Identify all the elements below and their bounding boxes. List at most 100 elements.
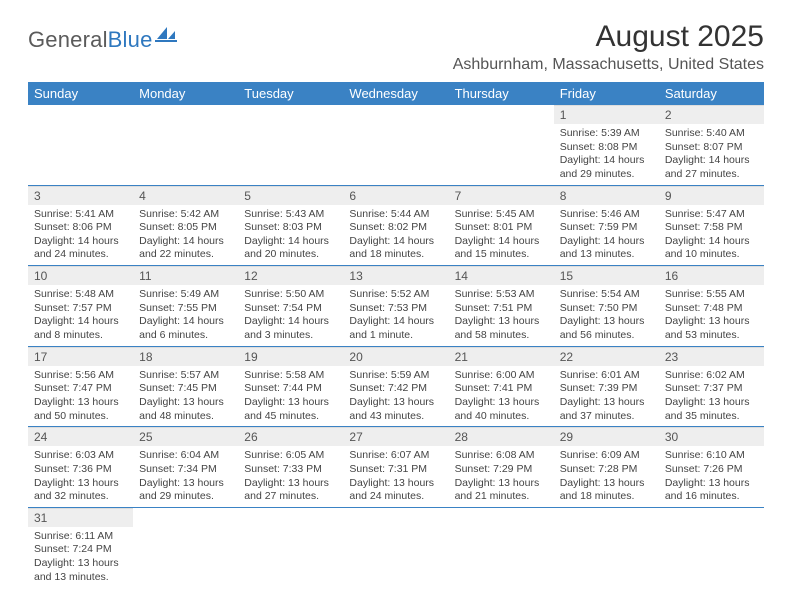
sunrise-line: Sunrise: 6:00 AM — [455, 369, 548, 383]
calendar-cell: 18Sunrise: 5:57 AMSunset: 7:45 PMDayligh… — [133, 346, 238, 427]
calendar-cell: 9Sunrise: 5:47 AMSunset: 7:58 PMDaylight… — [659, 185, 764, 266]
sunrise-line: Sunrise: 5:41 AM — [34, 208, 127, 222]
day-number: 8 — [554, 186, 659, 205]
sunset-line: Sunset: 7:26 PM — [665, 463, 758, 477]
day-details: Sunrise: 6:07 AMSunset: 7:31 PMDaylight:… — [343, 446, 448, 507]
sunset-line: Sunset: 7:55 PM — [139, 302, 232, 316]
weekday-header: Wednesday — [343, 82, 448, 105]
day-number: 2 — [659, 105, 764, 124]
sunrise-line: Sunrise: 5:54 AM — [560, 288, 653, 302]
day-details: Sunrise: 5:49 AMSunset: 7:55 PMDaylight:… — [133, 285, 238, 346]
calendar-week-row: 1Sunrise: 5:39 AMSunset: 8:08 PMDaylight… — [28, 105, 764, 185]
sunset-line: Sunset: 7:58 PM — [665, 221, 758, 235]
day-number: 25 — [133, 427, 238, 446]
daylight-line: Daylight: 13 hours and 45 minutes. — [244, 396, 337, 423]
day-details: Sunrise: 6:00 AMSunset: 7:41 PMDaylight:… — [449, 366, 554, 427]
sunset-line: Sunset: 7:31 PM — [349, 463, 442, 477]
sunrise-line: Sunrise: 5:52 AM — [349, 288, 442, 302]
calendar-cell: 1Sunrise: 5:39 AMSunset: 8:08 PMDaylight… — [554, 105, 659, 185]
day-number: 29 — [554, 427, 659, 446]
daylight-line: Daylight: 13 hours and 56 minutes. — [560, 315, 653, 342]
sunset-line: Sunset: 7:44 PM — [244, 382, 337, 396]
daylight-line: Daylight: 13 hours and 53 minutes. — [665, 315, 758, 342]
day-number: 28 — [449, 427, 554, 446]
day-details: Sunrise: 6:05 AMSunset: 7:33 PMDaylight:… — [238, 446, 343, 507]
sunset-line: Sunset: 7:36 PM — [34, 463, 127, 477]
calendar-body: 1Sunrise: 5:39 AMSunset: 8:08 PMDaylight… — [28, 105, 764, 587]
calendar-cell: 30Sunrise: 6:10 AMSunset: 7:26 PMDayligh… — [659, 427, 764, 508]
daylight-line: Daylight: 14 hours and 3 minutes. — [244, 315, 337, 342]
day-number: 19 — [238, 347, 343, 366]
calendar-cell: 21Sunrise: 6:00 AMSunset: 7:41 PMDayligh… — [449, 346, 554, 427]
day-number: 12 — [238, 266, 343, 285]
daylight-line: Daylight: 13 hours and 24 minutes. — [349, 477, 442, 504]
day-details: Sunrise: 6:10 AMSunset: 7:26 PMDaylight:… — [659, 446, 764, 507]
day-details: Sunrise: 5:54 AMSunset: 7:50 PMDaylight:… — [554, 285, 659, 346]
calendar-cell: 15Sunrise: 5:54 AMSunset: 7:50 PMDayligh… — [554, 266, 659, 347]
calendar-cell: 17Sunrise: 5:56 AMSunset: 7:47 PMDayligh… — [28, 346, 133, 427]
day-details: Sunrise: 6:01 AMSunset: 7:39 PMDaylight:… — [554, 366, 659, 427]
day-number: 18 — [133, 347, 238, 366]
calendar-cell — [554, 507, 659, 587]
day-number: 11 — [133, 266, 238, 285]
daylight-line: Daylight: 13 hours and 29 minutes. — [139, 477, 232, 504]
sunset-line: Sunset: 7:51 PM — [455, 302, 548, 316]
sunrise-line: Sunrise: 5:45 AM — [455, 208, 548, 222]
day-number: 17 — [28, 347, 133, 366]
calendar-cell: 19Sunrise: 5:58 AMSunset: 7:44 PMDayligh… — [238, 346, 343, 427]
sunrise-line: Sunrise: 5:56 AM — [34, 369, 127, 383]
day-number: 22 — [554, 347, 659, 366]
sunset-line: Sunset: 7:53 PM — [349, 302, 442, 316]
daylight-line: Daylight: 14 hours and 10 minutes. — [665, 235, 758, 262]
daylight-line: Daylight: 13 hours and 35 minutes. — [665, 396, 758, 423]
daylight-line: Daylight: 14 hours and 6 minutes. — [139, 315, 232, 342]
daylight-line: Daylight: 14 hours and 1 minute. — [349, 315, 442, 342]
day-details: Sunrise: 5:45 AMSunset: 8:01 PMDaylight:… — [449, 205, 554, 266]
sunset-line: Sunset: 8:07 PM — [665, 141, 758, 155]
day-number: 4 — [133, 186, 238, 205]
calendar-cell — [659, 507, 764, 587]
daylight-line: Daylight: 13 hours and 21 minutes. — [455, 477, 548, 504]
day-details: Sunrise: 5:44 AMSunset: 8:02 PMDaylight:… — [343, 205, 448, 266]
calendar-cell: 26Sunrise: 6:05 AMSunset: 7:33 PMDayligh… — [238, 427, 343, 508]
calendar-cell: 25Sunrise: 6:04 AMSunset: 7:34 PMDayligh… — [133, 427, 238, 508]
day-number: 1 — [554, 105, 659, 124]
weekday-header-row: SundayMondayTuesdayWednesdayThursdayFrid… — [28, 82, 764, 105]
day-details: Sunrise: 6:02 AMSunset: 7:37 PMDaylight:… — [659, 366, 764, 427]
sunrise-line: Sunrise: 6:07 AM — [349, 449, 442, 463]
day-details: Sunrise: 5:43 AMSunset: 8:03 PMDaylight:… — [238, 205, 343, 266]
calendar-cell: 6Sunrise: 5:44 AMSunset: 8:02 PMDaylight… — [343, 185, 448, 266]
sunset-line: Sunset: 7:41 PM — [455, 382, 548, 396]
daylight-line: Daylight: 14 hours and 18 minutes. — [349, 235, 442, 262]
sunrise-line: Sunrise: 6:05 AM — [244, 449, 337, 463]
day-number: 24 — [28, 427, 133, 446]
calendar-cell: 3Sunrise: 5:41 AMSunset: 8:06 PMDaylight… — [28, 185, 133, 266]
day-details: Sunrise: 5:42 AMSunset: 8:05 PMDaylight:… — [133, 205, 238, 266]
calendar-cell: 29Sunrise: 6:09 AMSunset: 7:28 PMDayligh… — [554, 427, 659, 508]
weekday-header: Friday — [554, 82, 659, 105]
calendar-cell — [133, 105, 238, 185]
day-details: Sunrise: 5:53 AMSunset: 7:51 PMDaylight:… — [449, 285, 554, 346]
sunrise-line: Sunrise: 5:39 AM — [560, 127, 653, 141]
calendar-cell: 7Sunrise: 5:45 AMSunset: 8:01 PMDaylight… — [449, 185, 554, 266]
brand-part1: General — [28, 27, 108, 52]
day-number: 7 — [449, 186, 554, 205]
daylight-line: Daylight: 13 hours and 48 minutes. — [139, 396, 232, 423]
calendar-cell: 28Sunrise: 6:08 AMSunset: 7:29 PMDayligh… — [449, 427, 554, 508]
day-details: Sunrise: 6:09 AMSunset: 7:28 PMDaylight:… — [554, 446, 659, 507]
header: GeneralBlue August 2025 Ashburnham, Mass… — [28, 20, 764, 82]
sunset-line: Sunset: 7:59 PM — [560, 221, 653, 235]
day-number: 30 — [659, 427, 764, 446]
sunrise-line: Sunrise: 6:11 AM — [34, 530, 127, 544]
calendar-cell: 2Sunrise: 5:40 AMSunset: 8:07 PMDaylight… — [659, 105, 764, 185]
sunrise-line: Sunrise: 5:44 AM — [349, 208, 442, 222]
sunset-line: Sunset: 8:05 PM — [139, 221, 232, 235]
day-details: Sunrise: 5:56 AMSunset: 7:47 PMDaylight:… — [28, 366, 133, 427]
day-number: 23 — [659, 347, 764, 366]
sunrise-line: Sunrise: 6:08 AM — [455, 449, 548, 463]
day-number: 13 — [343, 266, 448, 285]
calendar-cell — [343, 105, 448, 185]
day-details: Sunrise: 5:55 AMSunset: 7:48 PMDaylight:… — [659, 285, 764, 346]
sunset-line: Sunset: 7:28 PM — [560, 463, 653, 477]
day-details: Sunrise: 5:41 AMSunset: 8:06 PMDaylight:… — [28, 205, 133, 266]
